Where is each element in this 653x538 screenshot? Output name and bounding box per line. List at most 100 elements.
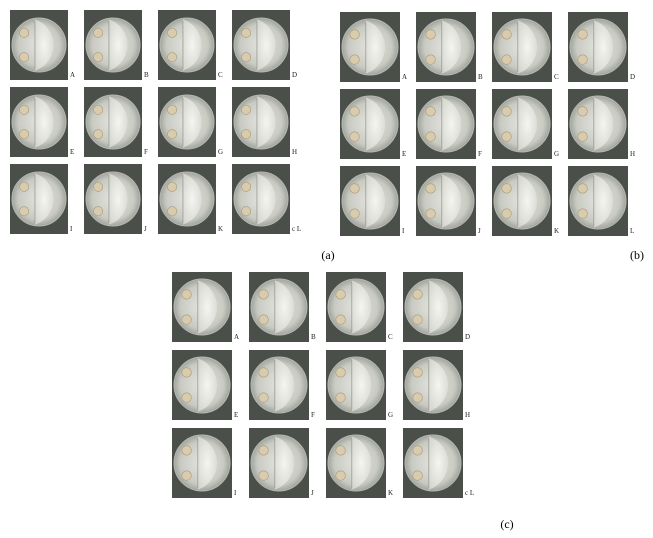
colony (578, 55, 588, 65)
colony (182, 315, 192, 325)
colony (426, 132, 436, 142)
dish-label: H (292, 148, 297, 156)
dish-label: J (311, 489, 314, 497)
dish-photo: H (403, 350, 470, 420)
colony (578, 30, 588, 40)
dish-photo: G (492, 89, 559, 159)
dish-photo: B (416, 12, 483, 82)
colony (502, 132, 512, 142)
dish-photo: D (403, 272, 470, 342)
colony (578, 184, 588, 194)
colony (502, 209, 512, 219)
colony (168, 105, 177, 114)
colony (168, 182, 177, 191)
colony (20, 105, 29, 114)
colony (242, 182, 251, 191)
colony (350, 184, 360, 194)
colony (426, 184, 436, 194)
colony (242, 207, 251, 216)
dish-photo: K (158, 164, 223, 234)
colony (242, 53, 251, 62)
colony (413, 446, 423, 456)
colony (336, 290, 346, 300)
figure: ABCDEFGHIJKc L(a)ABCDEFGHIJKL(b)ABCDEFGH… (0, 0, 653, 538)
colony (259, 368, 269, 378)
colony (259, 446, 269, 456)
dish-label: H (630, 150, 635, 158)
dish-label: D (465, 333, 470, 341)
colony (242, 105, 251, 114)
colony (168, 28, 177, 37)
dish-photo: A (10, 10, 75, 80)
colony (336, 393, 346, 403)
colony (168, 53, 177, 62)
dish-label: C (554, 73, 559, 81)
dish-photo: B (84, 10, 149, 80)
dish-label: J (478, 227, 481, 235)
dish-label: c L (465, 489, 474, 497)
colony (413, 368, 423, 378)
colony (426, 209, 436, 219)
dish-photo: H (568, 89, 635, 159)
colony (350, 55, 360, 65)
colony (20, 130, 29, 139)
colony (413, 315, 423, 325)
colony (426, 30, 436, 40)
colony (94, 53, 103, 62)
colony (182, 368, 192, 378)
panel-label: (a) (321, 248, 334, 262)
dish-label: A (402, 73, 407, 81)
dish-label: I (402, 227, 405, 235)
colony (350, 30, 360, 40)
colony (94, 28, 103, 37)
dish-label: A (234, 333, 239, 341)
colony (20, 207, 29, 216)
colony (168, 130, 177, 139)
dish-label: I (234, 489, 237, 497)
colony (94, 105, 103, 114)
colony (336, 368, 346, 378)
dish-photo: c L (232, 164, 301, 234)
dish-photo: J (416, 166, 481, 236)
dish-label: G (554, 150, 559, 158)
dish-photo: E (10, 87, 74, 157)
colony (94, 207, 103, 216)
colony (336, 315, 346, 325)
colony (413, 393, 423, 403)
dish-photo: K (492, 166, 559, 236)
colony (578, 107, 588, 117)
dish-photo: G (326, 350, 393, 420)
dish-label: B (478, 73, 483, 81)
dish-label: F (144, 148, 148, 156)
colony (350, 132, 360, 142)
colony (94, 182, 103, 191)
colony (168, 207, 177, 216)
colony (502, 184, 512, 194)
dish-photo: C (326, 272, 393, 342)
dish-label: H (465, 411, 470, 419)
dish-label: K (554, 227, 559, 235)
colony (502, 107, 512, 117)
colony (182, 471, 192, 481)
panel: ABCDEFGHIJKc L(a) (10, 10, 335, 262)
colony (426, 55, 436, 65)
dish-photo: C (492, 12, 559, 82)
dish-label: c L (292, 225, 301, 233)
colony (413, 471, 423, 481)
dish-label: J (144, 225, 147, 233)
colony (242, 130, 251, 139)
colony (259, 315, 269, 325)
dish-photo: H (232, 87, 297, 157)
colony (426, 107, 436, 117)
dish-photo: F (416, 89, 482, 159)
colony (20, 182, 29, 191)
dish-label: B (144, 71, 149, 79)
colony (20, 53, 29, 62)
dish-label: B (311, 333, 316, 341)
dish-label: A (70, 71, 75, 79)
dish-photo: A (340, 12, 407, 82)
dish-label: G (218, 148, 223, 156)
colony (259, 471, 269, 481)
colony (182, 393, 192, 403)
colony (259, 290, 269, 300)
